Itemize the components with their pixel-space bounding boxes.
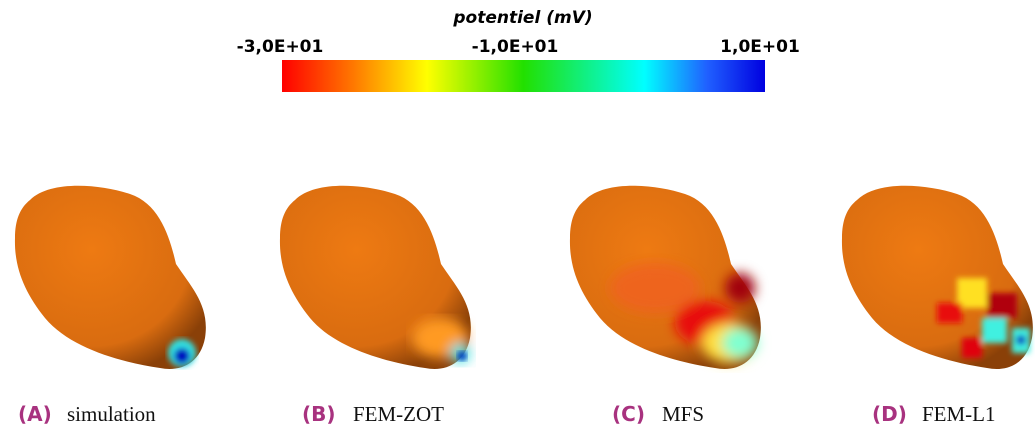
- colorbar-tick: 1,0E+01: [720, 37, 800, 57]
- panel-letter: (B): [302, 402, 336, 426]
- colorbar-tick: -3,0E+01: [237, 37, 324, 57]
- panel-caption: MFS: [662, 402, 704, 426]
- heart-image: [569, 185, 761, 369]
- panel-letter: (C): [612, 402, 645, 426]
- panel-letter: (A): [18, 402, 52, 426]
- colorbar: [282, 60, 765, 92]
- colorbar-tick: -1,0E+01: [472, 37, 559, 57]
- panel-caption: FEM-L1: [922, 402, 996, 426]
- colorbar-title: potentiel (mV): [452, 8, 592, 28]
- panel-caption: FEM-ZOT: [353, 402, 444, 426]
- heart-image: [841, 185, 1033, 369]
- panel-letter: (D): [872, 402, 907, 426]
- heart-image: [279, 185, 471, 369]
- panel-caption: simulation: [67, 402, 156, 426]
- heart-image: [14, 185, 206, 369]
